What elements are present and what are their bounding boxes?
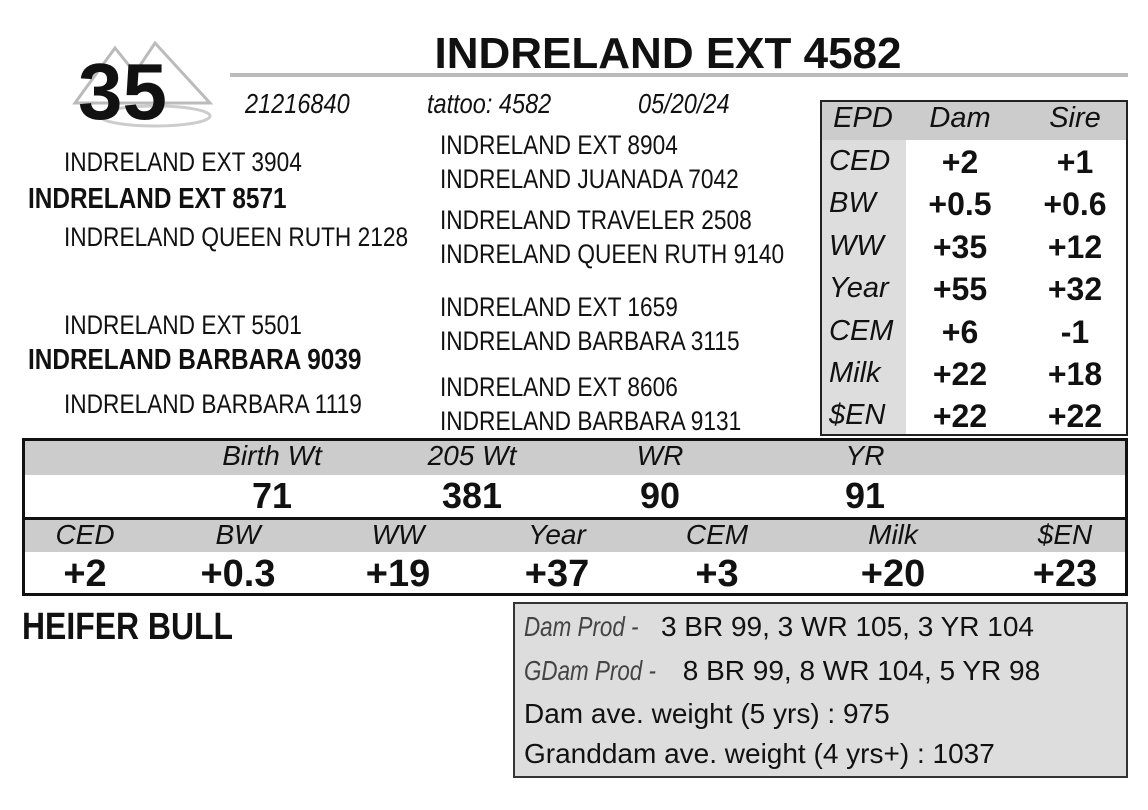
epd-header: Milk: [868, 519, 918, 550]
epd-value: +0.6: [1043, 186, 1107, 223]
weight-header: 205 Wt: [427, 440, 517, 471]
epd-value: +2: [941, 144, 979, 180]
weight-header: WR: [636, 440, 684, 471]
epd-value: +3: [695, 553, 739, 595]
epd-value: -1: [1060, 313, 1090, 350]
epd-value: +19: [365, 553, 431, 595]
animal-name: INDRELAND EXT 4582: [434, 32, 1135, 76]
pedigree-entry: INDRELAND TRAVELER 2508: [440, 205, 752, 235]
epd-label: Milk: [829, 357, 881, 389]
epd-value: +20: [860, 553, 926, 595]
epd-value: +18: [1047, 356, 1103, 392]
table-header-bg: [822, 102, 1126, 140]
epd-label: CED: [829, 145, 891, 177]
weight-value: 71: [251, 475, 293, 516]
tattoo: tattoo: 4582: [427, 88, 552, 119]
epd-header: BW: [215, 519, 261, 550]
logo: [72, 40, 214, 128]
epd-value: +37: [524, 553, 590, 595]
epd-value: +23: [1032, 553, 1098, 595]
weight-header: YR: [845, 440, 885, 471]
registration: 21216840: [245, 88, 350, 119]
notes-box: [513, 602, 1128, 778]
pedigree-entry: INDRELAND BARBARA 1119: [64, 389, 362, 419]
table-header: Sire: [1049, 102, 1101, 134]
note-line: Granddam ave. weight (4 yrs+) : 1037: [524, 740, 995, 768]
pedigree-entry: INDRELAND EXT 8904: [440, 130, 678, 160]
sire: INDRELAND EXT 8571: [28, 183, 287, 215]
weight-value: 90: [639, 475, 681, 516]
epd-value: +32: [1047, 271, 1103, 308]
epd-header: CED: [55, 519, 115, 550]
note-text: Dam ave. weight (5 yrs) : 975: [524, 698, 890, 729]
pedigree-entry: INDRELAND QUEEN RUTH 9140: [440, 239, 785, 269]
epd-header-bg: [25, 520, 1125, 552]
category: HEIFER BULL: [22, 606, 234, 648]
note-text: 8 BR 99, 8 WR 104, 5 YR 98: [682, 655, 1041, 686]
epd-value: +6: [941, 313, 979, 350]
weights-header-bg: [25, 441, 1125, 475]
pedigree-entry: INDRELAND EXT 3904: [64, 147, 302, 177]
animal-name-text: INDRELAND EXT 4582: [434, 29, 902, 78]
dam: INDRELAND BARBARA 9039: [28, 344, 362, 376]
epd-value: +35: [932, 228, 988, 265]
weight-header: Birth Wt: [222, 440, 322, 471]
epd-value: +12: [1047, 228, 1103, 265]
epd-label: CEM: [829, 314, 894, 347]
epd-label: WW: [829, 229, 884, 262]
weight-value: 91: [844, 475, 886, 516]
epd-value: +22: [932, 356, 988, 392]
epd-value: +22: [932, 398, 988, 435]
table-header: Dam: [929, 102, 991, 134]
epd-label: BW: [829, 187, 876, 220]
performance-box: [22, 438, 1128, 596]
note-text: Granddam ave. weight (4 yrs+) : 1037: [524, 738, 995, 769]
epd-header: WW: [371, 519, 425, 550]
epd-header: $EN: [1037, 519, 1093, 550]
note-line: Dam Prod - 3 BR 99, 3 WR 105, 3 YR 104: [524, 613, 1034, 641]
note-label: Dam Prod -: [524, 611, 639, 642]
epd-value: +0.5: [928, 186, 992, 223]
parent-epd-table: [820, 100, 1128, 436]
divider: [25, 517, 1125, 520]
pedigree-entry: INDRELAND QUEEN RUTH 2128: [64, 222, 409, 252]
pedigree-entry: INDRELAND BARBARA 3115: [440, 326, 740, 356]
note-line: GDam Prod - 8 BR 99, 8 WR 104, 5 YR 98: [524, 657, 1040, 685]
table-header: EPD: [833, 102, 893, 134]
pedigree-entry: INDRELAND EXT 5501: [64, 310, 302, 340]
birth-date: 05/20/24: [638, 88, 730, 119]
pedigree-entry: INDRELAND EXT 1659: [440, 292, 678, 322]
lot-number: 35: [78, 47, 167, 136]
table-label-bg: [822, 140, 906, 434]
note-text: 3 BR 99, 3 WR 105, 3 YR 104: [660, 611, 1034, 642]
pedigree-entry: INDRELAND EXT 8606: [440, 372, 678, 402]
epd-value: +1: [1056, 144, 1094, 180]
title-rule: [230, 73, 1128, 77]
epd-label: $EN: [829, 399, 886, 432]
epd-label: Year: [829, 272, 889, 305]
pedigree-entry: INDRELAND BARBARA 9131: [440, 406, 742, 436]
epd-value: +55: [932, 271, 988, 308]
pedigree-entry: INDRELAND JUANADA 7042: [440, 164, 739, 194]
epd-header: Year: [528, 519, 586, 550]
epd-value: +22: [1047, 398, 1103, 435]
epd-value: +2: [63, 553, 107, 595]
epd-value: +0.3: [200, 553, 276, 595]
note-line: Dam ave. weight (5 yrs) : 975: [524, 700, 890, 728]
weight-value: 381: [441, 475, 503, 516]
note-label: GDam Prod -: [524, 655, 656, 686]
epd-header: CEM: [685, 519, 749, 550]
